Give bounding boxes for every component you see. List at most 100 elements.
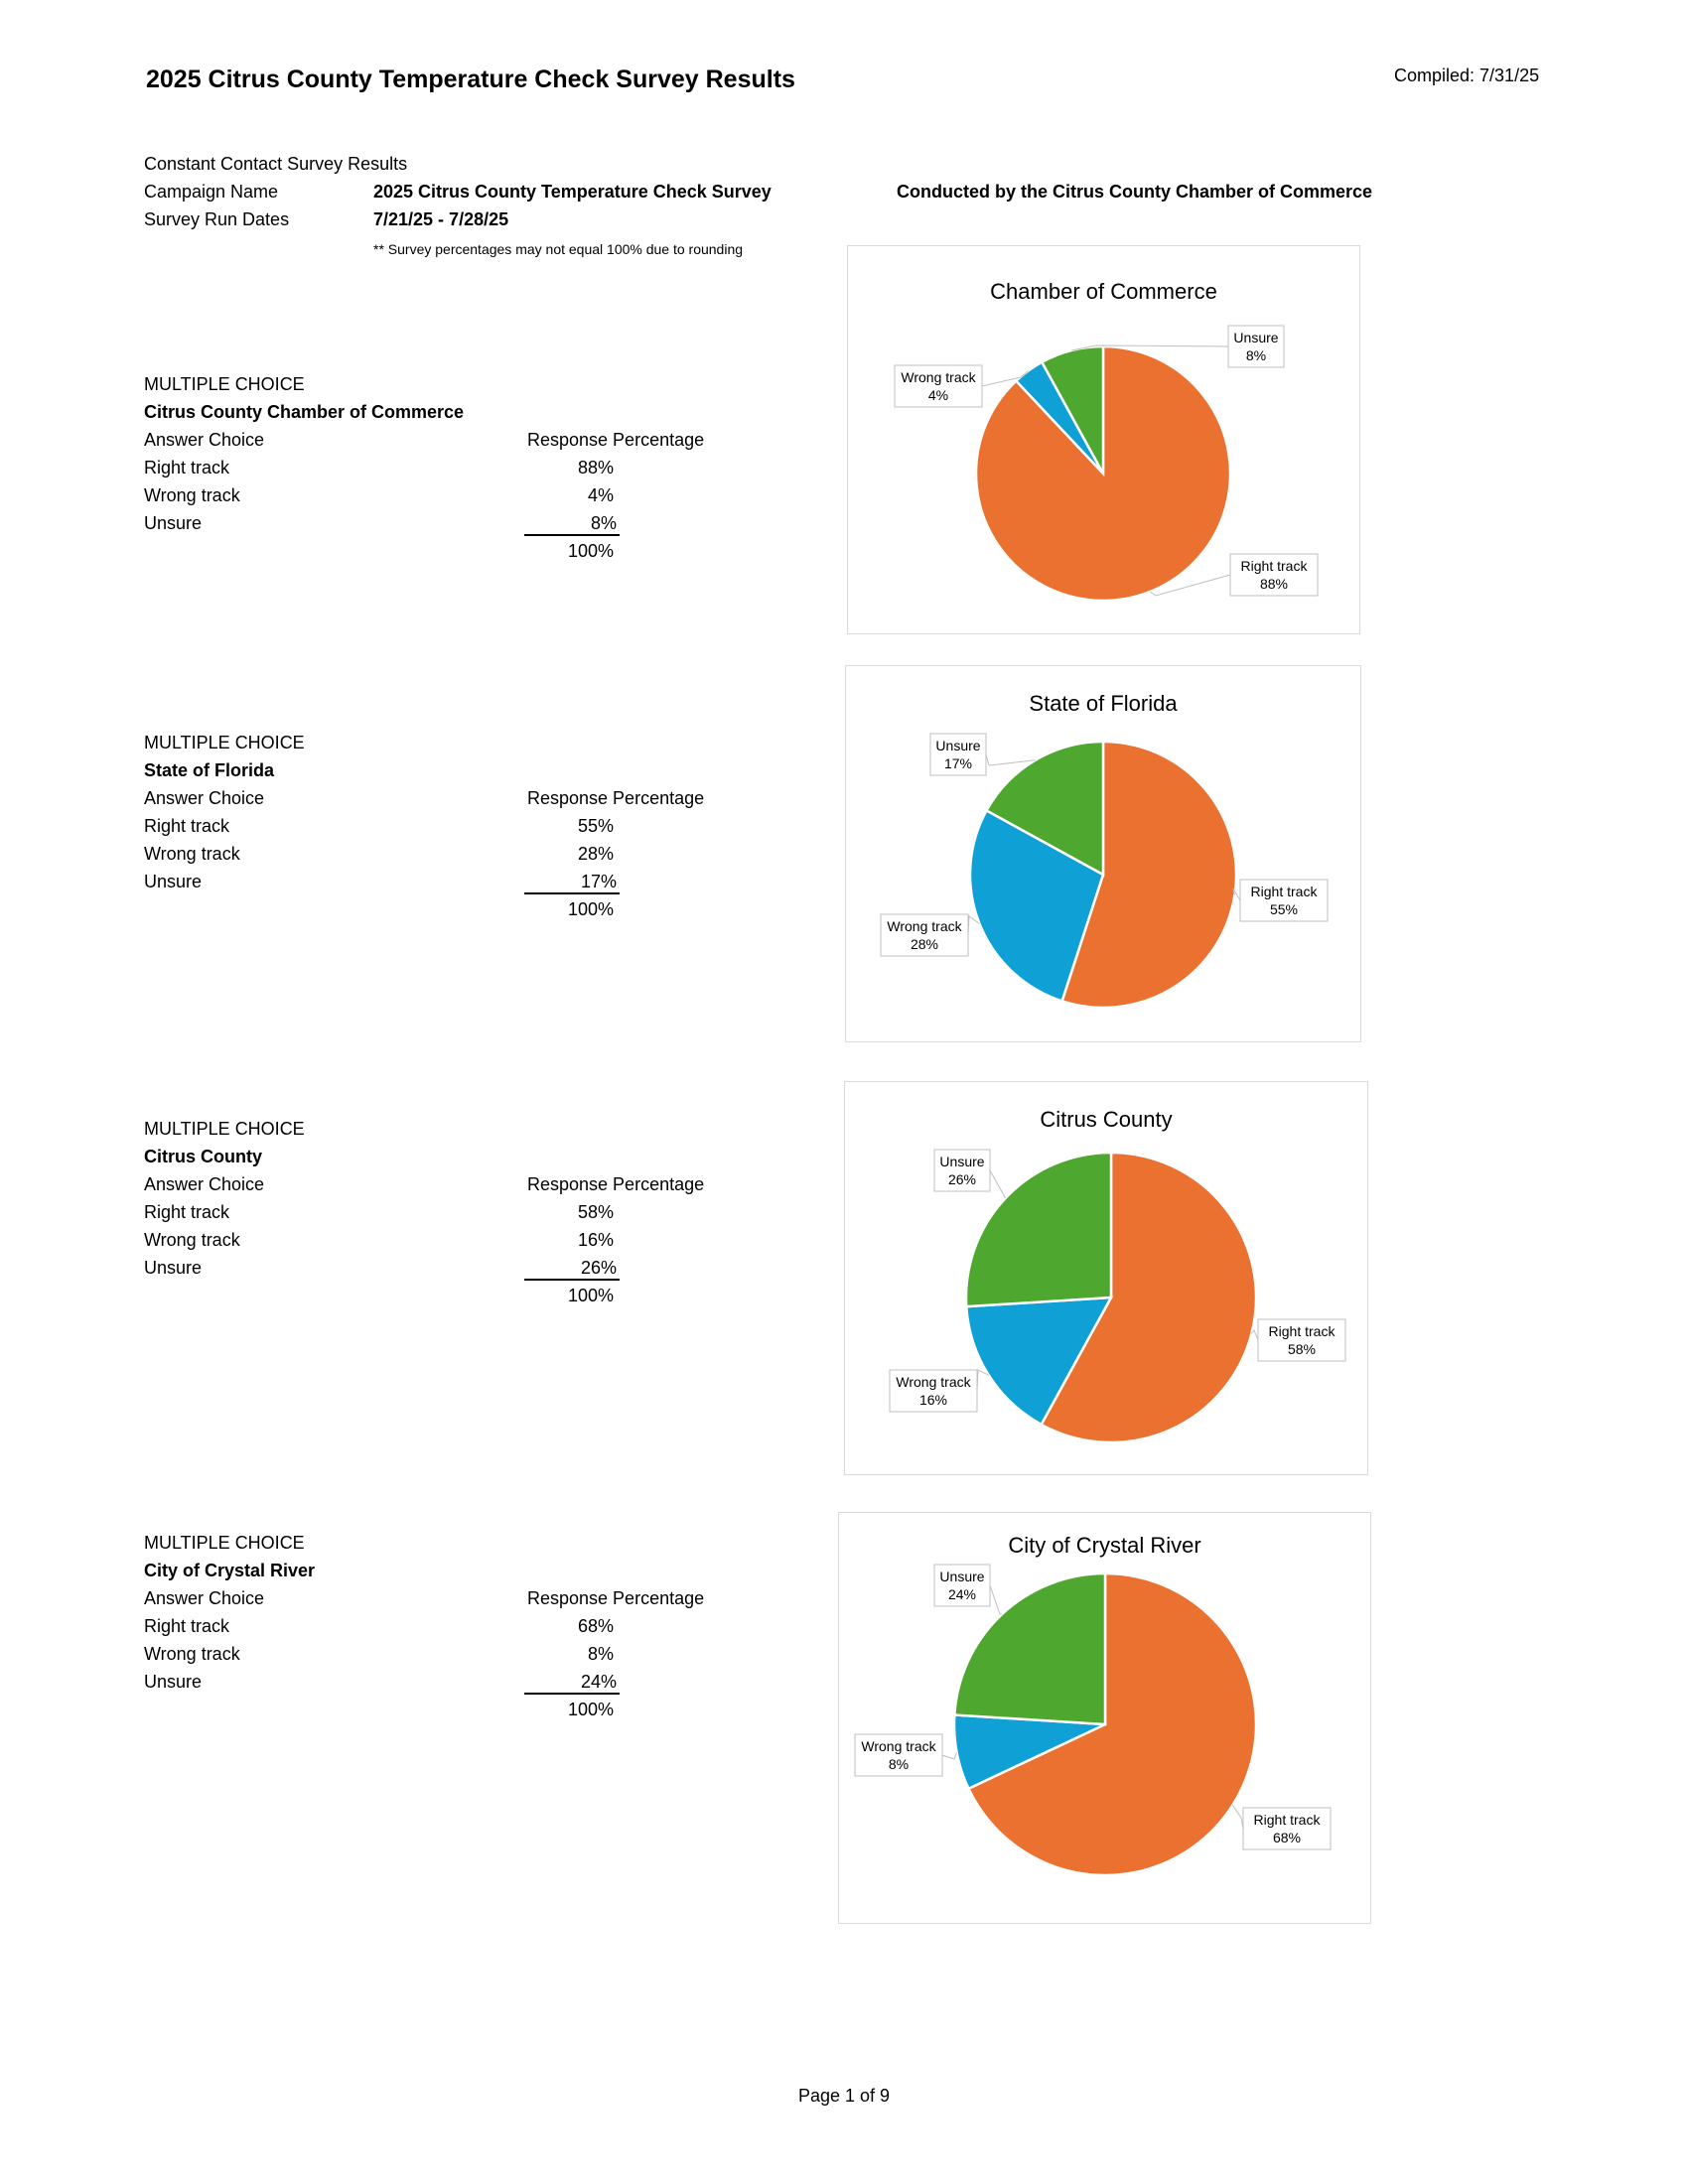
leader-line-wrong-track bbox=[981, 370, 1030, 387]
section-subject: Citrus County bbox=[144, 1147, 262, 1166]
data-label-box-unsure bbox=[929, 733, 987, 776]
data-label-box-right-track bbox=[1239, 879, 1329, 922]
pie-slice-right-track bbox=[1039, 1151, 1258, 1444]
campaign-label: Campaign Name bbox=[144, 182, 279, 202]
answer-choice-header: Answer Choice bbox=[144, 430, 265, 450]
response-percentage: 28% bbox=[577, 844, 614, 864]
data-label-value-wrong-track: 16% bbox=[919, 1392, 947, 1408]
data-label-category-unsure: Unsure bbox=[1233, 330, 1278, 345]
data-label-value-right-track: 68% bbox=[1273, 1830, 1301, 1845]
campaign-value: 2025 Citrus County Temperature Check Sur… bbox=[373, 182, 772, 202]
answer-choice: Right track bbox=[144, 458, 230, 478]
answer-choice: Right track bbox=[144, 1202, 230, 1222]
leader-line-right-track bbox=[1231, 1805, 1244, 1830]
section-kind: MULTIPLE CHOICE bbox=[144, 1533, 305, 1553]
response-percentage: 68% bbox=[577, 1616, 614, 1636]
total-percentage: 100% bbox=[567, 1700, 614, 1719]
pie-slice-unsure bbox=[984, 740, 1105, 878]
answer-choice: Wrong track bbox=[144, 844, 240, 864]
leader-line-unsure bbox=[989, 1169, 1007, 1199]
leader-line-right-track bbox=[1232, 887, 1241, 901]
section-kind: MULTIPLE CHOICE bbox=[144, 374, 305, 394]
response-percentage: 8% bbox=[524, 513, 620, 536]
response-percentage: 88% bbox=[577, 458, 614, 478]
response-percentage-header: Response Percentage bbox=[527, 1588, 705, 1608]
compiled-date: Compiled: 7/31/25 bbox=[1394, 66, 1540, 85]
response-percentage: 26% bbox=[524, 1258, 620, 1281]
answer-choice: Unsure bbox=[144, 1258, 203, 1278]
pie-chart-svg: Chamber of Commerce Right track 88% Wrong t… bbox=[894, 279, 1319, 603]
total-percentage: 100% bbox=[567, 541, 614, 561]
data-label-box-wrong-track bbox=[880, 913, 969, 957]
leader-line-right-track bbox=[1251, 1329, 1259, 1341]
chart-title: Citrus County bbox=[1040, 1107, 1172, 1132]
data-label-box-right-track bbox=[1242, 1807, 1332, 1850]
data-label-value-right-track: 58% bbox=[1288, 1341, 1316, 1357]
data-label-box-unsure bbox=[933, 1149, 991, 1192]
data-label-value-wrong-track: 28% bbox=[911, 936, 938, 952]
answer-choice: Right track bbox=[144, 816, 230, 836]
data-label-box-unsure bbox=[1227, 325, 1285, 368]
response-percentage: 16% bbox=[577, 1230, 614, 1250]
data-label-value-right-track: 55% bbox=[1270, 901, 1298, 917]
response-percentage: 55% bbox=[577, 816, 614, 836]
answer-choice-header: Answer Choice bbox=[144, 1174, 265, 1194]
section-subject: Citrus County Chamber of Commerce bbox=[144, 402, 465, 422]
pie-slice-unsure bbox=[952, 1571, 1107, 1726]
pie-chart-svg: Citrus County Right track 58% Wrong track 16… bbox=[889, 1107, 1346, 1444]
chart-title: Chamber of Commerce bbox=[990, 279, 1217, 304]
data-label-category-right-track: Right track bbox=[1251, 884, 1319, 899]
page-number: Page 1 of 9 bbox=[797, 2086, 891, 2106]
section-subject: City of Crystal River bbox=[144, 1561, 316, 1580]
pie-chart-svg: City of Crystal River Right track 68% Wrong… bbox=[854, 1533, 1332, 1877]
data-label-box-unsure bbox=[933, 1564, 991, 1607]
conducted-by: Conducted by the Citrus County Chamber o… bbox=[897, 182, 1373, 202]
chart-citrus-county: Citrus County Right track 58% Wrong track 16… bbox=[844, 1081, 1368, 1475]
answer-choice-header: Answer Choice bbox=[144, 1588, 265, 1608]
chart-chamber-of-commerce: Chamber of Commerce Right track 88% Wrong t… bbox=[847, 245, 1360, 634]
answer-choice: Unsure bbox=[144, 513, 203, 533]
chart-title: City of Crystal River bbox=[1008, 1533, 1200, 1558]
data-label-box-right-track bbox=[1229, 553, 1319, 597]
answer-choice: Unsure bbox=[144, 1672, 203, 1692]
section-subject: State of Florida bbox=[144, 760, 275, 780]
answer-choice: Unsure bbox=[144, 872, 203, 891]
answer-choice: Wrong track bbox=[144, 1230, 240, 1250]
rounding-note: ** Survey percentages may not equal 100%… bbox=[373, 241, 744, 257]
data-label-value-unsure: 24% bbox=[948, 1586, 976, 1602]
response-percentage: 58% bbox=[577, 1202, 614, 1222]
leader-line-right-track bbox=[1149, 574, 1231, 597]
data-label-category-unsure: Unsure bbox=[939, 1569, 984, 1584]
pie-chart-svg: State of Florida Right track 55% Wrong trac… bbox=[880, 691, 1329, 1010]
data-label-category-right-track: Right track bbox=[1269, 1323, 1336, 1339]
response-percentage: 17% bbox=[524, 872, 620, 894]
response-percentage-header: Response Percentage bbox=[527, 1174, 705, 1194]
response-percentage: 8% bbox=[587, 1644, 614, 1664]
data-label-category-wrong-track: Wrong track bbox=[861, 1738, 936, 1754]
data-label-value-unsure: 8% bbox=[1246, 347, 1266, 363]
data-label-value-wrong-track: 8% bbox=[889, 1756, 909, 1772]
response-percentage: 4% bbox=[587, 485, 614, 505]
data-label-value-wrong-track: 4% bbox=[928, 387, 948, 403]
data-label-category-unsure: Unsure bbox=[935, 738, 980, 753]
answer-choice: Right track bbox=[144, 1616, 230, 1636]
response-percentage: 24% bbox=[524, 1672, 620, 1695]
response-percentage-header: Response Percentage bbox=[527, 788, 705, 808]
data-label-category-wrong-track: Wrong track bbox=[887, 918, 962, 934]
page-title: 2025 Citrus County Temperature Check Sur… bbox=[146, 66, 795, 93]
data-label-category-right-track: Right track bbox=[1254, 1812, 1322, 1828]
leader-line-unsure bbox=[985, 753, 1036, 766]
dates-value: 7/21/25 - 7/28/25 bbox=[373, 209, 509, 229]
total-percentage: 100% bbox=[567, 1286, 614, 1305]
leader-line-wrong-track bbox=[941, 1752, 958, 1760]
data-label-category-right-track: Right track bbox=[1241, 558, 1309, 574]
data-label-value-unsure: 17% bbox=[944, 755, 972, 771]
survey-source: Constant Contact Survey Results bbox=[144, 154, 408, 174]
leader-line-unsure bbox=[1071, 344, 1229, 351]
chart-state-of-florida: State of Florida Right track 55% Wrong trac… bbox=[845, 665, 1361, 1042]
data-label-category-wrong-track: Wrong track bbox=[896, 1374, 971, 1390]
data-label-category-unsure: Unsure bbox=[939, 1154, 984, 1169]
total-percentage: 100% bbox=[567, 899, 614, 919]
section-kind: MULTIPLE CHOICE bbox=[144, 1119, 305, 1139]
chart-city-of-crystal-river: City of Crystal River Right track 68% Wrong… bbox=[838, 1512, 1371, 1924]
